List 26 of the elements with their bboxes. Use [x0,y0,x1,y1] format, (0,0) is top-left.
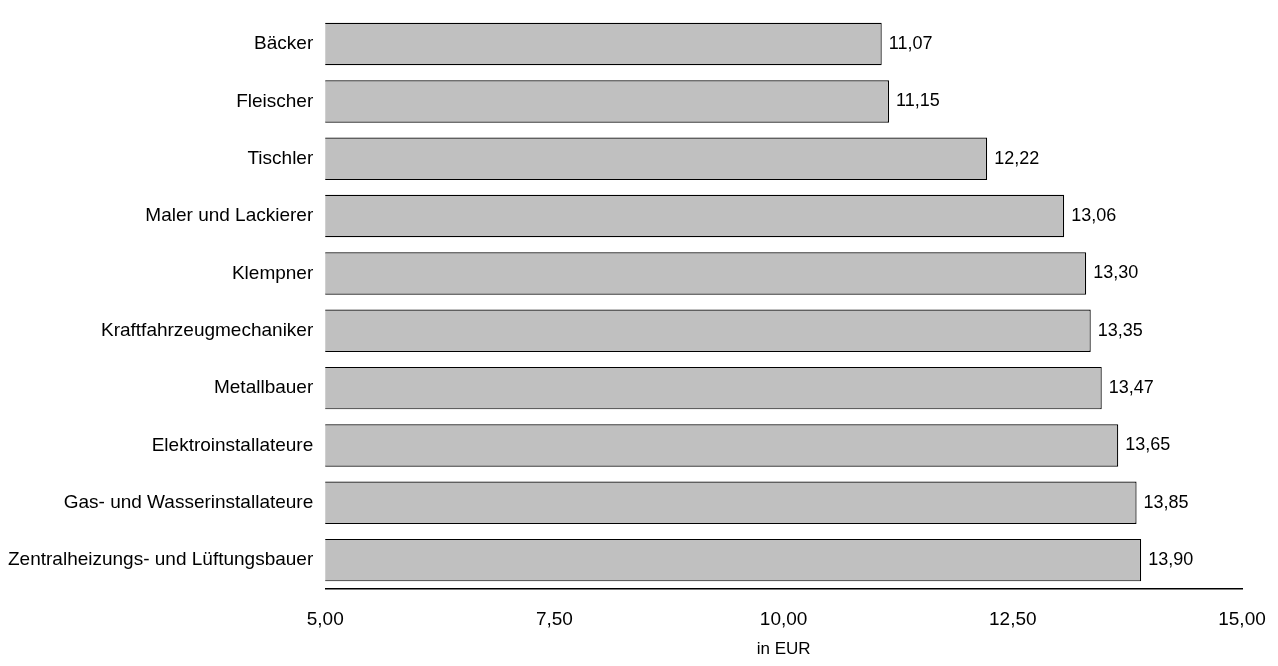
y-tick-label: Bäcker [254,32,314,54]
x-tick-label: 7,50 [535,608,573,630]
x-axis-title: in EUR [756,639,811,659]
y-tick-label: Gas- und Wasserinstallateure [63,491,314,513]
data-label: 13,85 [1143,491,1189,512]
x-tick-label: 12,50 [989,608,1037,630]
y-tick-label: Zentralheizungs- und Lüftungsbauer [8,548,314,570]
x-tick-label: 15,00 [1218,608,1266,630]
x-tick-label: 5,00 [306,608,344,630]
data-label: 13,65 [1125,434,1171,455]
data-label: 13,90 [1148,549,1194,570]
y-tick-label: Kraftfahrzeugmechaniker [100,319,314,340]
data-label: 13,30 [1093,262,1139,283]
y-tick-label: Klempner [231,261,314,283]
y-tick-label: Elektroinstallateure [151,433,314,455]
y-tick-label: Tischler [247,146,314,168]
data-label: 13,06 [1071,205,1117,226]
data-label: 11,07 [888,33,933,54]
data-label: 13,47 [1108,377,1154,398]
data-label: 12,22 [994,147,1040,168]
y-tick-label: Fleischer [236,89,314,111]
y-tick-label: Metallbauer [213,376,314,398]
data-label: 11,15 [896,90,940,111]
x-tick-label: 10,00 [759,608,808,630]
data-label: 13,35 [1097,319,1143,340]
y-tick-label: Maler und Lackierer [145,204,314,226]
